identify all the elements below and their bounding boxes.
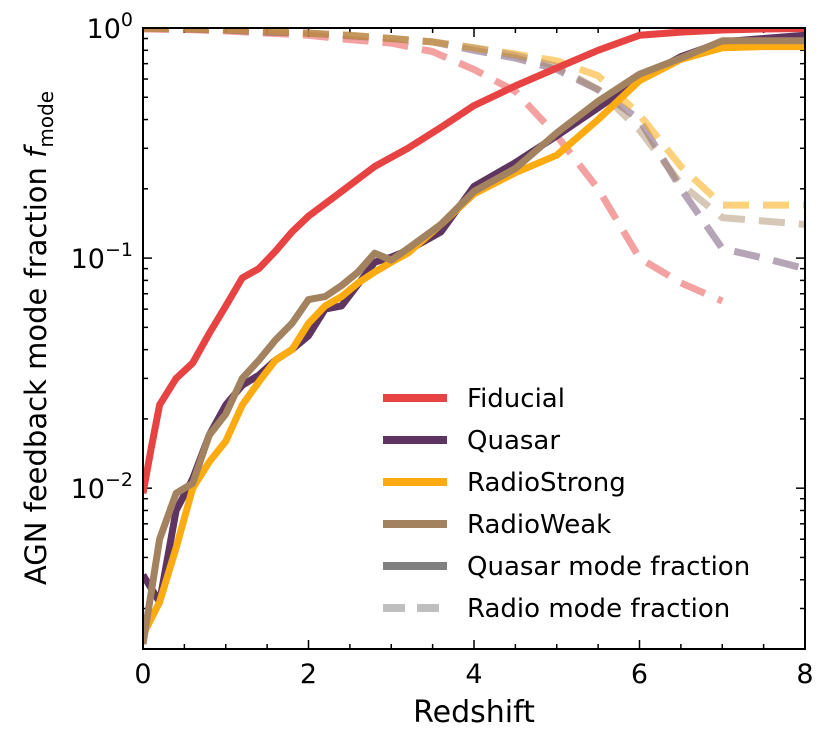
- y-tick-label: 10−2: [71, 469, 133, 505]
- y-axis-label-subscript: mode: [34, 91, 58, 148]
- legend-label: RadioStrong: [467, 468, 626, 498]
- legend-label: Fiducial: [467, 384, 565, 414]
- y-tick-label-exponent: −1: [105, 239, 133, 261]
- legend-label: RadioWeak: [467, 510, 611, 540]
- legend-label: Quasar: [467, 426, 560, 456]
- svg-text:AGN feedback mode fraction fmo: AGN feedback mode fraction fmode: [19, 91, 58, 585]
- x-tick-label: 0: [134, 659, 151, 690]
- y-tick-label: 10−1: [71, 239, 133, 275]
- y-tick-label-exponent: 0: [121, 9, 133, 31]
- legend-label: Radio mode fraction: [467, 594, 730, 624]
- series-line-radiostrong: [143, 47, 805, 635]
- x-tick-label: 2: [300, 659, 317, 690]
- x-tick-label: 6: [631, 659, 648, 690]
- y-tick-label: 100: [87, 9, 133, 45]
- series-line-fiducial-radio: [143, 29, 722, 301]
- y-tick-label-base: 10: [87, 14, 121, 45]
- agn-mode-fraction-chart: 0 2 4 6 810010−110−2 Redshift AGN feedback m…: [0, 0, 831, 748]
- y-axis-label-text: AGN feedback mode fraction: [19, 158, 53, 585]
- y-tick-label-base: 10: [71, 474, 105, 505]
- y-tick-label-base: 10: [71, 244, 105, 275]
- y-axis-label: AGN feedback mode fraction fmode: [19, 91, 58, 585]
- x-axis-label: Redshift: [413, 695, 535, 730]
- y-tick-label-exponent: −2: [105, 469, 133, 491]
- legend-label: Quasar mode fraction: [467, 552, 750, 582]
- legend: Fiducial Quasar RadioStrong RadioWeak Quasar…: [383, 384, 750, 624]
- x-tick-label: 8: [796, 659, 813, 690]
- series-line-fiducial: [143, 29, 805, 494]
- series-line-quasar-radio: [143, 28, 805, 268]
- x-tick-label: 4: [465, 659, 482, 690]
